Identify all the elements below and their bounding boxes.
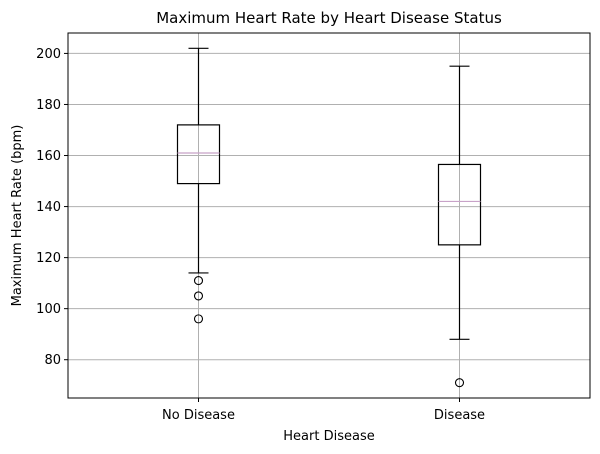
iqr-box (437, 163, 482, 246)
y-tick-label: 80 (44, 353, 61, 368)
outlier-point (454, 378, 465, 388)
y-tick-label: 180 (36, 98, 61, 113)
y-axis-label: Maximum Heart Rate (bpm) (10, 125, 25, 307)
gridlines (68, 33, 590, 398)
iqr-box (176, 124, 221, 185)
y-tick-label: 120 (36, 251, 61, 266)
y-tick-label: 140 (36, 200, 61, 215)
outlier-point (193, 314, 204, 324)
axis-ticks: 80 100 120 140 160 180 200 No Disease Disease (36, 47, 485, 423)
plot-data (176, 47, 482, 388)
x-tick-label: No Disease (162, 408, 235, 423)
plot-area-frame (67, 32, 591, 399)
outlier-point (193, 276, 204, 286)
box-group (437, 65, 482, 388)
y-tick-label: 160 (36, 149, 61, 164)
box-group (176, 47, 221, 324)
y-tick-label: 200 (36, 47, 61, 62)
outlier-point (193, 291, 204, 301)
y-tick-label: 100 (36, 302, 61, 317)
x-tick-label: Disease (434, 408, 485, 423)
chart-title: Maximum Heart Rate by Heart Disease Stat… (156, 9, 502, 27)
x-axis-label: Heart Disease (283, 429, 374, 444)
